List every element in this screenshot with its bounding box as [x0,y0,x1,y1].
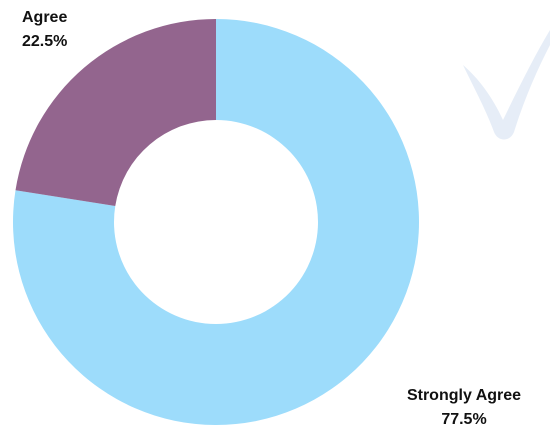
slice-strongly-agree [13,19,419,426]
slice-label-agree-value: 22.5% [22,33,68,50]
slice-label-agree: Agree 22.5% [22,6,67,54]
slice-agree [15,19,216,207]
slice-label-strongly-agree-value: 77.5% [441,411,487,428]
slice-label-strongly-agree-name: Strongly Agree [406,387,522,404]
donut-slices [13,19,419,426]
slice-label-strongly-agree: Strongly Agree 77.5% [378,384,550,432]
checkmark-watermark-icon [463,30,550,140]
slice-label-agree-name: Agree [22,9,68,26]
